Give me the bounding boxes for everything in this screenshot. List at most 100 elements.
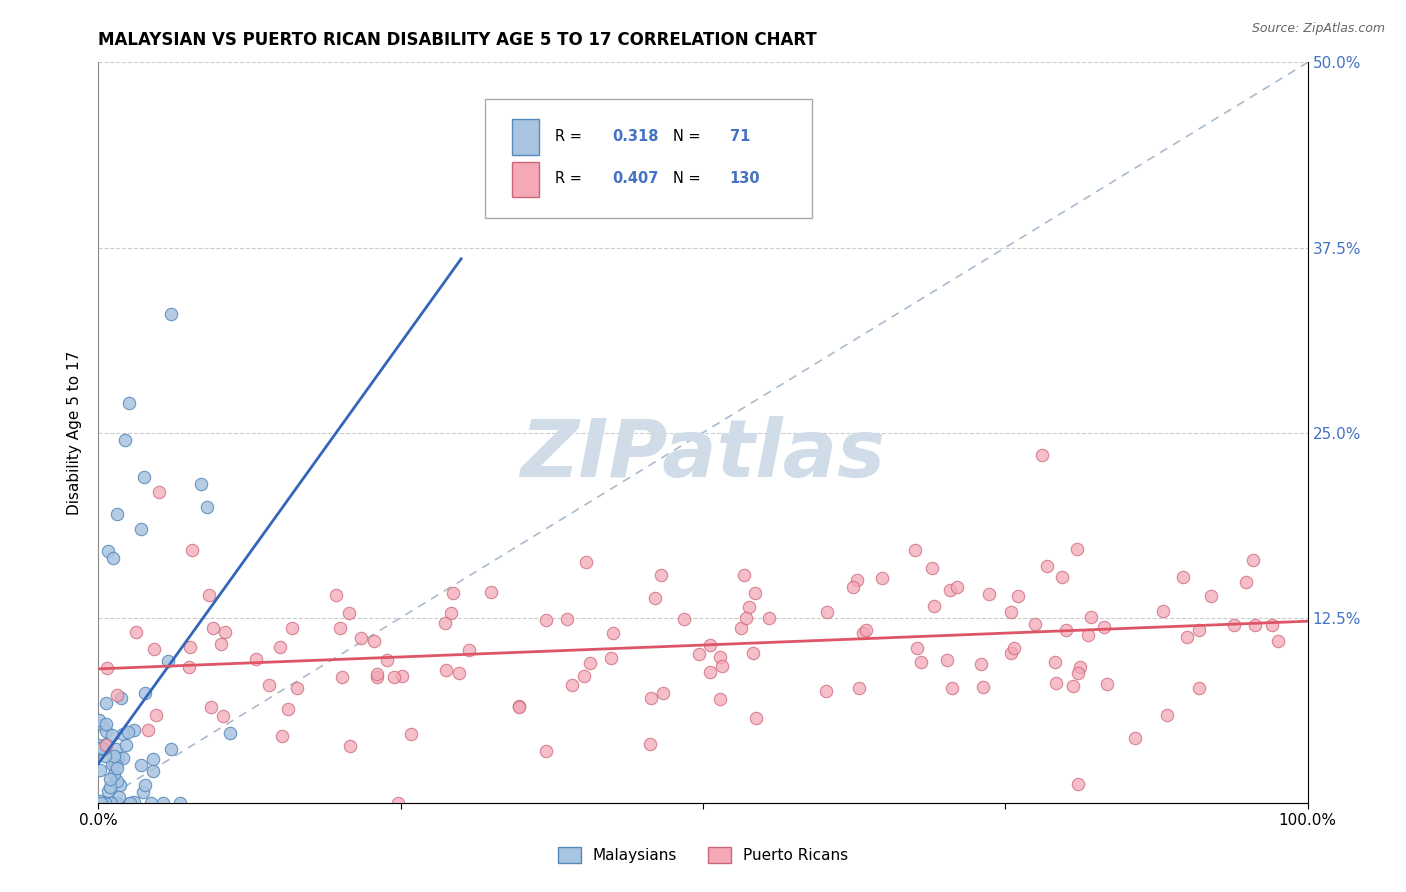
- Point: [555, 612, 578, 626]
- Point: [815, 605, 838, 619]
- Point: [93, 796, 115, 810]
- Point: [337, 606, 360, 620]
- Point: [105, 774, 128, 789]
- Point: [709, 650, 731, 665]
- Point: [1201, 590, 1223, 604]
- Point: [650, 567, 672, 582]
- Point: [105, 757, 128, 772]
- Point: [387, 796, 409, 810]
- Point: [142, 752, 165, 766]
- Point: [508, 698, 530, 713]
- Point: [1077, 628, 1099, 642]
- Point: [1234, 574, 1257, 589]
- Point: [741, 646, 763, 660]
- Point: [94, 796, 117, 810]
- Point: [105, 796, 128, 810]
- Point: [534, 744, 557, 758]
- Point: [711, 659, 734, 673]
- Point: [1173, 570, 1195, 584]
- Point: [1000, 646, 1022, 660]
- Point: [270, 729, 292, 743]
- Point: [922, 599, 945, 613]
- Point: [699, 665, 721, 679]
- FancyBboxPatch shape: [512, 161, 538, 197]
- Point: [561, 678, 583, 692]
- Point: [382, 670, 405, 684]
- Point: [112, 750, 135, 764]
- Point: [904, 543, 927, 558]
- Point: [1188, 681, 1211, 695]
- Point: [1188, 623, 1211, 637]
- Point: [842, 580, 865, 594]
- Point: [96, 738, 118, 752]
- Point: [87, 739, 110, 753]
- Point: [202, 621, 225, 635]
- Point: [101, 551, 124, 566]
- Point: [1066, 542, 1088, 557]
- Point: [200, 700, 222, 714]
- Point: [941, 681, 963, 696]
- Point: [100, 796, 122, 810]
- Point: [129, 522, 152, 536]
- Point: [212, 708, 235, 723]
- Point: [118, 396, 141, 410]
- Point: [709, 692, 731, 706]
- Point: [285, 681, 308, 695]
- Text: 0.407: 0.407: [613, 171, 658, 186]
- FancyBboxPatch shape: [512, 120, 538, 155]
- Point: [1050, 570, 1073, 584]
- Text: 71: 71: [730, 129, 749, 144]
- Point: [1067, 777, 1090, 791]
- Point: [1097, 676, 1119, 690]
- Point: [699, 638, 721, 652]
- Point: [105, 688, 128, 702]
- Point: [363, 633, 385, 648]
- Point: [103, 767, 125, 781]
- Point: [508, 700, 530, 714]
- Point: [281, 621, 304, 635]
- Point: [574, 669, 596, 683]
- Point: [160, 742, 183, 756]
- Point: [114, 738, 136, 752]
- Point: [90, 796, 112, 810]
- Point: [94, 696, 117, 710]
- Point: [97, 784, 120, 798]
- Point: [198, 588, 221, 602]
- Point: [134, 470, 156, 484]
- Point: [100, 772, 122, 786]
- Point: [1036, 558, 1059, 573]
- Point: [672, 613, 695, 627]
- Point: [160, 307, 183, 321]
- Point: [179, 659, 201, 673]
- Point: [330, 670, 353, 684]
- Point: [1080, 610, 1102, 624]
- Point: [94, 748, 117, 763]
- Point: [970, 657, 993, 671]
- FancyBboxPatch shape: [485, 99, 811, 218]
- Point: [936, 653, 959, 667]
- Point: [277, 702, 299, 716]
- Point: [110, 691, 132, 706]
- Point: [94, 723, 117, 738]
- Point: [269, 640, 291, 654]
- Point: [977, 587, 1000, 601]
- Point: [96, 661, 118, 675]
- Point: [114, 433, 136, 447]
- Point: [1156, 707, 1178, 722]
- Point: [104, 796, 127, 810]
- Point: [1045, 676, 1067, 690]
- Point: [905, 641, 928, 656]
- Legend: Malaysians, Puerto Ricans: Malaysians, Puerto Ricans: [551, 841, 855, 869]
- Point: [1024, 616, 1046, 631]
- Point: [91, 718, 114, 732]
- Point: [96, 737, 118, 751]
- Point: [1175, 631, 1198, 645]
- Point: [100, 796, 122, 810]
- Y-axis label: Disability Age 5 to 17: Disability Age 5 to 17: [67, 351, 83, 515]
- Point: [1062, 679, 1084, 693]
- Point: [97, 544, 120, 558]
- Point: [1043, 655, 1066, 669]
- Point: [579, 656, 602, 670]
- Text: R =: R =: [555, 129, 586, 144]
- Text: 0.318: 0.318: [613, 129, 659, 144]
